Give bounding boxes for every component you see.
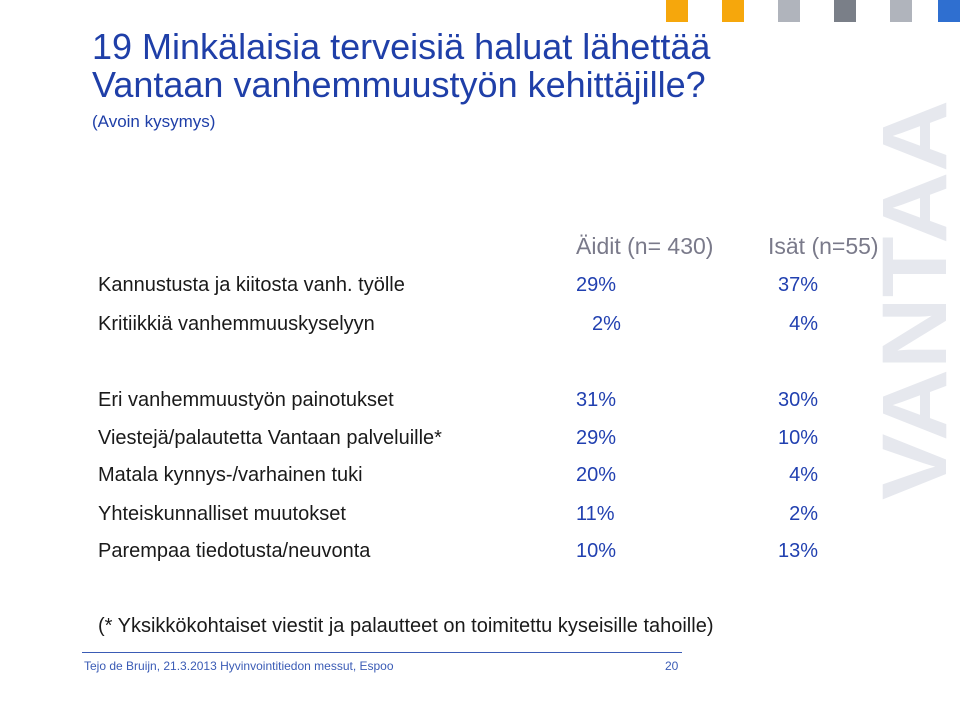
value-fathers: 4% xyxy=(789,464,818,486)
table-row: Yhteiskunnalliset muutokset 11% 2% xyxy=(0,499,900,529)
page-title: 19 Minkälaisia terveisiä haluat lähettää… xyxy=(92,28,710,104)
row-label: Matala kynnys-/varhainen tuki xyxy=(98,464,363,486)
column-header-mothers: Äidit (n= 430) xyxy=(576,233,714,259)
value-fathers: 2% xyxy=(789,503,818,525)
row-label: Yhteiskunnalliset muutokset xyxy=(98,503,346,525)
decorative-square xyxy=(722,0,744,22)
column-header-fathers: Isät (n=55) xyxy=(768,233,879,259)
decorative-square xyxy=(890,0,912,22)
decorative-square xyxy=(778,0,800,22)
title-line-2: Vantaan vanhemmuustyön kehittäjille? xyxy=(92,64,706,105)
row-label: Viestejä/palautetta Vantaan palveluille* xyxy=(98,427,442,449)
table-row: Eri vanhemmuustyön painotukset 31% 30% xyxy=(0,385,900,415)
vantaa-watermark-text: VANTAA xyxy=(870,100,960,500)
table-row: Parempaa tiedotusta/neuvonta 10% 13% xyxy=(0,536,900,566)
table-row: Matala kynnys-/varhainen tuki 20% 4% xyxy=(0,460,900,490)
value-mothers: 11% xyxy=(576,503,615,525)
value-fathers: 13% xyxy=(777,540,818,562)
footnote: (* Yksikkökohtaiset viestit ja palauttee… xyxy=(98,615,714,637)
row-label: Parempaa tiedotusta/neuvonta xyxy=(98,540,371,562)
value-fathers: 37% xyxy=(777,274,818,296)
value-mothers: 29% xyxy=(576,427,617,449)
table-row: Kannustusta ja kiitosta vanh. työlle 29%… xyxy=(0,270,900,300)
value-mothers: 29% xyxy=(576,274,617,296)
value-fathers: 10% xyxy=(777,427,818,449)
table-row: Viestejä/palautetta Vantaan palveluille*… xyxy=(0,423,900,453)
value-fathers: 4% xyxy=(789,313,818,335)
value-mothers: 20% xyxy=(576,464,617,486)
row-label: Kannustusta ja kiitosta vanh. työlle xyxy=(98,274,405,296)
footer-divider xyxy=(82,652,682,653)
decorative-square xyxy=(834,0,856,22)
subtitle: (Avoin kysymys) xyxy=(92,112,216,131)
table-row: Kritiikkiä vanhemmuuskyselyyn 2% 4% xyxy=(0,309,900,339)
title-line-1: 19 Minkälaisia terveisiä haluat lähettää xyxy=(92,26,711,67)
footer-credit: Tejo de Bruijn, 21.3.2013 Hyvinvointitie… xyxy=(84,659,394,673)
decorative-square xyxy=(666,0,688,22)
value-mothers: 31% xyxy=(576,389,617,411)
value-fathers: 30% xyxy=(777,389,818,411)
value-mothers: 2% xyxy=(592,313,621,335)
vantaa-watermark-logo: VANTAA xyxy=(870,100,960,500)
value-mothers: 10% xyxy=(576,540,617,562)
page-number: 20 xyxy=(665,659,679,673)
row-label: Kritiikkiä vanhemmuuskyselyyn xyxy=(98,313,375,335)
row-label: Eri vanhemmuustyön painotukset xyxy=(98,389,394,411)
decorative-square xyxy=(938,0,960,22)
